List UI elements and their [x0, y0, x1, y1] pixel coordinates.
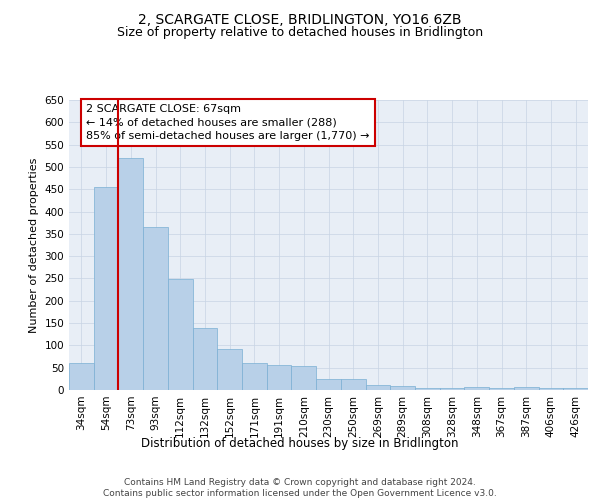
Bar — [440, 388, 464, 390]
Bar — [341, 379, 365, 390]
Text: Contains HM Land Registry data © Crown copyright and database right 2024.
Contai: Contains HM Land Registry data © Crown c… — [103, 478, 497, 498]
Bar — [168, 280, 193, 390]
Text: Distribution of detached houses by size in Bridlington: Distribution of detached houses by size … — [141, 438, 459, 450]
Bar — [292, 366, 316, 390]
Bar — [217, 349, 242, 390]
Bar — [489, 388, 514, 390]
Text: 2, SCARGATE CLOSE, BRIDLINGTON, YO16 6ZB: 2, SCARGATE CLOSE, BRIDLINGTON, YO16 6ZB — [138, 12, 462, 26]
Bar — [242, 363, 267, 390]
Bar — [316, 379, 341, 390]
Bar — [563, 388, 588, 390]
Bar — [390, 386, 415, 390]
Text: Size of property relative to detached houses in Bridlington: Size of property relative to detached ho… — [117, 26, 483, 39]
Bar — [94, 187, 118, 390]
Bar — [267, 364, 292, 390]
Bar — [143, 227, 168, 390]
Bar — [464, 387, 489, 390]
Bar — [193, 328, 217, 390]
Bar — [69, 363, 94, 390]
Bar — [118, 158, 143, 390]
Y-axis label: Number of detached properties: Number of detached properties — [29, 158, 39, 332]
Text: 2 SCARGATE CLOSE: 67sqm
← 14% of detached houses are smaller (288)
85% of semi-d: 2 SCARGATE CLOSE: 67sqm ← 14% of detache… — [86, 104, 370, 141]
Bar — [365, 385, 390, 390]
Bar — [415, 388, 440, 390]
Bar — [514, 388, 539, 390]
Bar — [539, 388, 563, 390]
